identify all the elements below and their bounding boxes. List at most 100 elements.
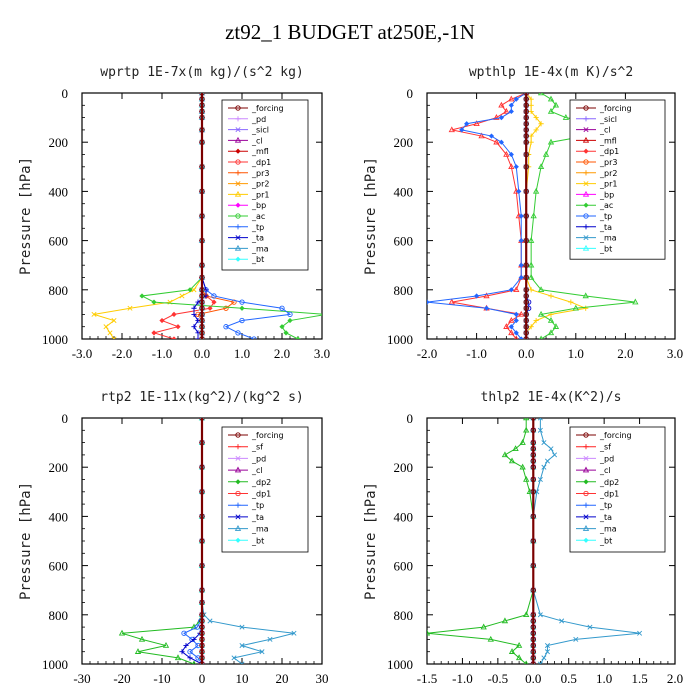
series-point-pr1 — [179, 293, 185, 299]
series-point-ac — [532, 187, 540, 194]
series-point-tp — [187, 649, 193, 655]
x-tick-label: 1.5 — [631, 671, 647, 686]
series-point-tp — [508, 151, 514, 158]
x-tick-label: 2.0 — [667, 671, 683, 686]
series-point-dp1 — [498, 101, 505, 108]
series-point-dp1 — [518, 310, 525, 317]
series-point-tp — [508, 108, 514, 115]
series-point-dp1 — [448, 126, 455, 133]
legend-label: _dp1 — [251, 158, 271, 167]
legend-label: _ma — [599, 234, 617, 243]
series-point-ma — [537, 612, 543, 618]
series-point-ac — [547, 329, 555, 336]
series-point-pr1 — [107, 330, 113, 336]
series-point-ma — [548, 446, 554, 452]
series-point-pr1 — [528, 133, 534, 139]
y-tick-label: 600 — [49, 234, 69, 249]
x-tick-label: 2.0 — [617, 346, 633, 361]
legend: _forcing _sicl _cl_mfl _dp1 _pr3 _pr2 _pr1_bp _… — [569, 99, 666, 260]
legend-label: _pd — [251, 115, 266, 124]
x-tick-label: -30 — [73, 671, 90, 686]
series-point-forcing — [523, 299, 529, 305]
legend-label: _tp — [599, 501, 612, 510]
series-point-dp1 — [171, 336, 177, 339]
series-point-forcing — [199, 188, 205, 195]
y-tick-label: 1000 — [387, 332, 413, 347]
series-point-ta — [191, 305, 197, 311]
legend-marker — [235, 514, 241, 520]
legend-marker — [234, 136, 242, 143]
series-point-ma — [267, 636, 273, 642]
legend-marker — [235, 479, 241, 485]
x-tick-label: 3.0 — [667, 346, 683, 361]
series-point-forcing — [199, 330, 205, 336]
panel-title: wprtp 1E-7x(m kg)/(s^2 kg) — [100, 65, 304, 80]
series-point-ac — [287, 317, 293, 324]
legend-marker — [583, 432, 589, 438]
series-point-ma — [573, 636, 579, 642]
series-point-ac — [283, 330, 289, 336]
legend-label: _sicl — [599, 115, 617, 124]
y-tick-label: 200 — [394, 460, 414, 475]
series-point-forcing — [199, 489, 205, 495]
series-point-ma — [291, 630, 297, 636]
series-point-forcing — [523, 133, 529, 139]
legend-marker — [583, 202, 589, 208]
series-point-tp — [235, 330, 241, 336]
panels: wprtp 1E-7x(m kg)/(s^2 kg) Pressure [hPa]… — [18, 65, 683, 686]
series-point-forcing — [523, 305, 529, 311]
series-point-forcing — [530, 513, 536, 520]
y-tick-label: 1000 — [42, 332, 68, 347]
legend-marker — [235, 116, 241, 122]
series-point-ac — [151, 299, 157, 305]
x-tick-label: 10 — [236, 671, 249, 686]
series-point-ac — [537, 310, 545, 317]
legend-label: _tp — [251, 223, 264, 232]
legend-label: _dp1 — [599, 147, 619, 156]
y-tick-label: 200 — [49, 460, 69, 475]
legend-label: _sf — [251, 443, 263, 452]
series-point-ac — [187, 287, 193, 293]
legend-label: _pr3 — [599, 158, 617, 167]
series-point-forcing — [530, 452, 536, 458]
x-tick-label: 0.5 — [561, 671, 577, 686]
series-point-ma — [544, 649, 550, 655]
series-point-pr1 — [568, 299, 574, 305]
series-point-pr1 — [548, 293, 554, 299]
series-point-dp2 — [508, 457, 516, 464]
y-axis-label: Pressure [hPa] — [18, 482, 34, 600]
series-point-tp — [427, 299, 430, 305]
legend-label: _forcing — [599, 431, 632, 440]
series-point-forcing — [530, 464, 536, 470]
legend-label: _bt — [251, 255, 264, 264]
series-point-ma — [637, 630, 643, 636]
series-point-pr1 — [191, 287, 197, 293]
series-point-ma — [537, 476, 543, 483]
y-tick-label: 600 — [49, 559, 69, 574]
series-point-ac — [547, 138, 555, 145]
series-point-ac — [542, 150, 550, 157]
series-point-dp2 — [487, 635, 494, 642]
series-point-forcing — [523, 127, 529, 133]
series-group — [118, 418, 297, 664]
series-point-dp1 — [448, 298, 455, 305]
series-point-ac — [295, 336, 301, 339]
legend-marker — [583, 170, 589, 176]
series-point-dp2 — [508, 648, 516, 654]
series-point-tp — [488, 133, 495, 139]
series-point-ac — [547, 95, 555, 102]
series-group — [91, 93, 322, 339]
legend-label: _cl — [251, 136, 263, 145]
x-tick-label: -1.0 — [466, 346, 487, 361]
legend-label: _pr2 — [599, 169, 617, 178]
series-point-forcing — [523, 108, 529, 115]
x-tick-label: -2.0 — [112, 346, 133, 361]
legend-label: _cl — [251, 466, 263, 475]
series-point-tp — [287, 311, 293, 318]
series-point-forcing — [530, 636, 536, 643]
series-point-forcing — [199, 305, 205, 311]
series-point-ma — [239, 661, 245, 664]
series-point-ta — [191, 324, 197, 330]
legend-marker — [235, 202, 241, 208]
series-point-dp1 — [508, 95, 515, 102]
